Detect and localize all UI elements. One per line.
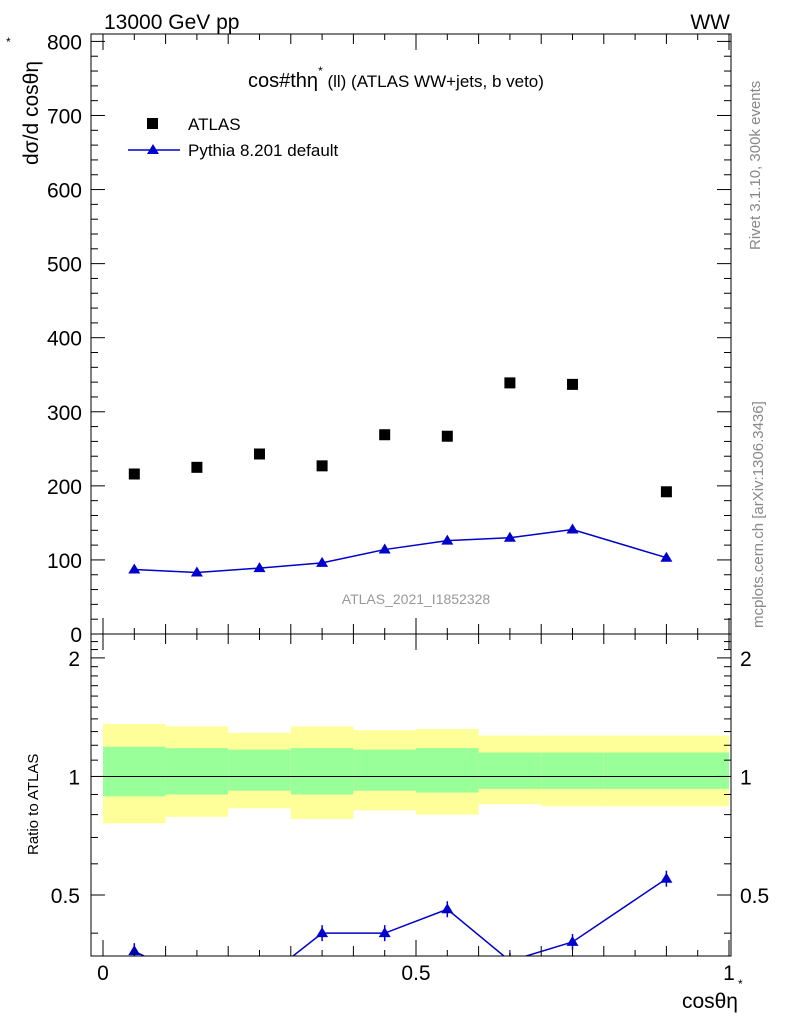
x-axis-label: cosθη — [682, 990, 738, 1013]
plot-title-sup: * — [318, 64, 323, 78]
rivet-label: Rivet 3.1.10, 300k events — [747, 81, 764, 250]
uncertainty-band-inner — [478, 752, 542, 789]
legend-atlas-label: ATLAS — [188, 115, 241, 134]
uncertainty-band-inner — [165, 748, 229, 795]
y-axis-label: dσ/d cosθη — [20, 61, 43, 165]
uncertainty-band-inner — [416, 748, 479, 793]
ratio-data-point — [191, 976, 203, 986]
y-tick-label: 300 — [47, 402, 82, 425]
atlas-data-point — [316, 460, 328, 472]
y-tick-label: 100 — [47, 550, 82, 573]
ratio-line — [133, 878, 667, 956]
y-tick-label: 0 — [70, 624, 82, 647]
y-tick-label: 200 — [47, 476, 82, 499]
y-tick-label: 600 — [47, 180, 82, 203]
pythia-data-point — [378, 543, 391, 554]
y-tick-label: 400 — [47, 328, 82, 351]
ratio-data-point — [378, 927, 391, 938]
atlas-data-point — [254, 448, 265, 460]
uncertainty-band-inner — [228, 749, 291, 791]
y-tick-label: 800 — [47, 31, 82, 54]
atlas-data-point — [567, 378, 578, 390]
ratio-panel-frame — [90, 633, 732, 957]
atlas-data-point — [660, 486, 672, 498]
atlas-data-point — [128, 468, 140, 480]
legend-atlas-marker — [147, 118, 158, 129]
y-tick-label: 700 — [47, 105, 82, 128]
ratio-y-tick-label-right: 1 — [740, 766, 752, 789]
pythia-line — [134, 528, 667, 574]
pythia-data-point — [128, 563, 141, 574]
atlas-data-point — [504, 377, 516, 389]
legend-pythia-marker — [147, 144, 159, 154]
ratio-data-point — [441, 903, 454, 914]
y-tick-label: 500 — [47, 254, 82, 277]
atlas-data-point — [191, 461, 203, 473]
mcplots-label: mcplots.cern.ch [arXiv:1306.3436] — [750, 401, 767, 628]
pythia-data-point — [316, 556, 329, 567]
main-panel-frame — [90, 33, 732, 635]
pythia-data-point — [566, 523, 579, 534]
uncertainty-band-inner — [103, 746, 166, 797]
pythia-data-point — [660, 551, 673, 562]
uncertainty-band-inner — [353, 749, 416, 791]
ratio-data-point — [660, 872, 673, 883]
x-axis-label-sup: * — [738, 977, 743, 991]
plot-title-main: cos#thη — [248, 70, 318, 92]
uncertainty-band-inner — [290, 748, 354, 795]
pythia-data-point — [441, 534, 454, 545]
x-tick-label: 0.5 — [401, 962, 430, 985]
ratio-y-tick-label: 1 — [68, 766, 80, 789]
x-tick-label: 1 — [723, 962, 735, 985]
ratio-panel: 0.5 0.5 1 1 2 2 0 0.5 1 Ratio to ATLAS cosθη * — [25, 633, 769, 1013]
ratio-y-tick-label-right: 0.5 — [740, 885, 769, 908]
pythia-data-point — [190, 566, 203, 577]
atlas-data-point — [379, 429, 391, 441]
energy-label: 13000 GeV pp — [104, 11, 239, 34]
ratio-data-point — [566, 935, 579, 946]
ratio-y-tick-label: 2 — [68, 648, 80, 671]
legend-pythia-label: Pythia 8.201 default — [188, 141, 339, 160]
ratio-data-point — [316, 927, 329, 938]
ratio-y-tick-label-right: 2 — [740, 648, 752, 671]
uncertainty-band-inner — [603, 752, 729, 789]
y-axis-label-sup: * — [6, 35, 11, 49]
ratio-y-tick-label: 0.5 — [51, 885, 80, 908]
uncertainty-band-inner — [541, 752, 604, 789]
atlas-data-point — [441, 430, 453, 442]
analysis-id: ATLAS_2021_I1852328 — [342, 591, 491, 607]
x-tick-label: 0 — [97, 962, 109, 985]
pythia-data-point — [253, 562, 266, 573]
process-label: WW — [690, 11, 730, 34]
pythia-data-point — [503, 531, 516, 542]
ratio-y-axis-label: Ratio to ATLAS — [25, 754, 42, 855]
plot-title: cos#thη* (ll) (ATLAS WW+jets, b veto) — [248, 64, 544, 92]
plot-title-rest: (ll) (ATLAS WW+jets, b veto) — [323, 72, 544, 91]
ratio-data-point — [254, 976, 266, 986]
